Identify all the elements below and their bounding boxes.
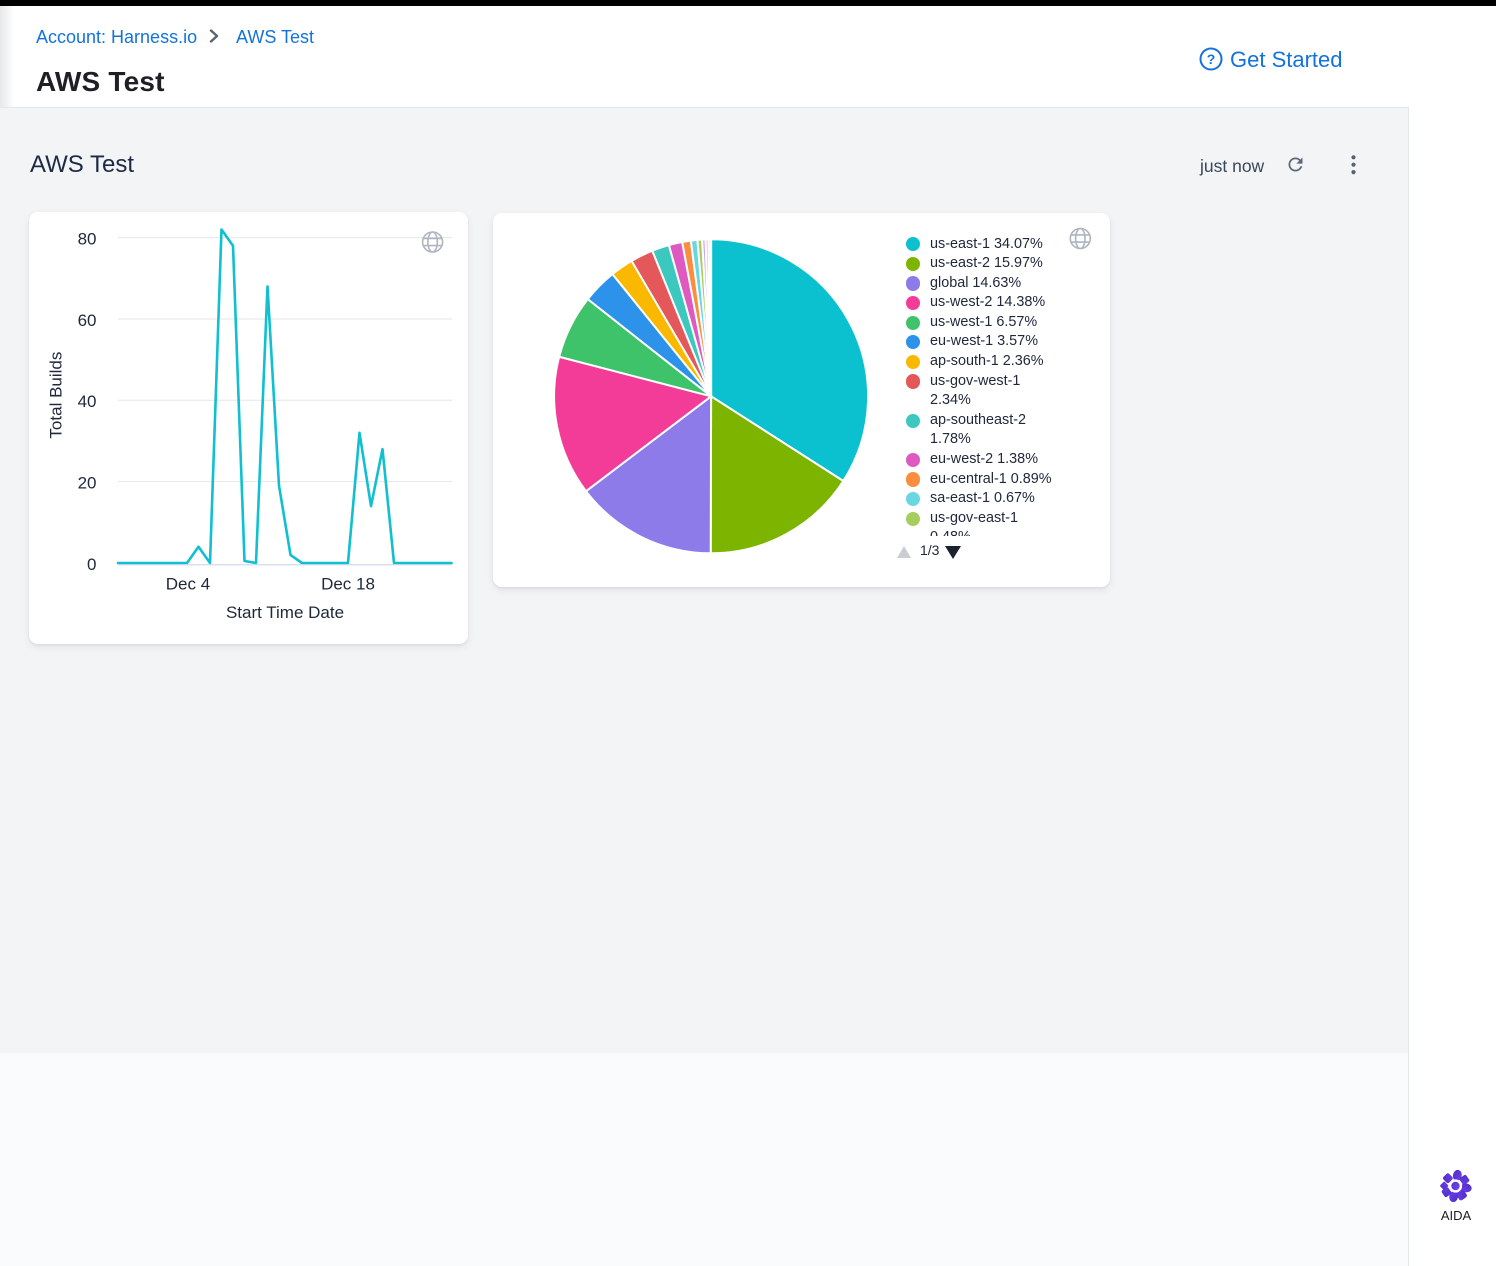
svg-text:40: 40 (78, 392, 97, 411)
svg-text:Start Time Date: Start Time Date (226, 603, 344, 622)
svg-text:80: 80 (78, 230, 97, 249)
svg-text:?: ? (1207, 51, 1216, 67)
svg-text:Dec 18: Dec 18 (321, 575, 375, 594)
svg-text:60: 60 (78, 311, 97, 330)
svg-text:Dec 4: Dec 4 (166, 575, 210, 594)
svg-text:Total Builds: Total Builds (46, 352, 65, 439)
svg-text:20: 20 (78, 474, 97, 493)
svg-text:0: 0 (87, 555, 96, 574)
